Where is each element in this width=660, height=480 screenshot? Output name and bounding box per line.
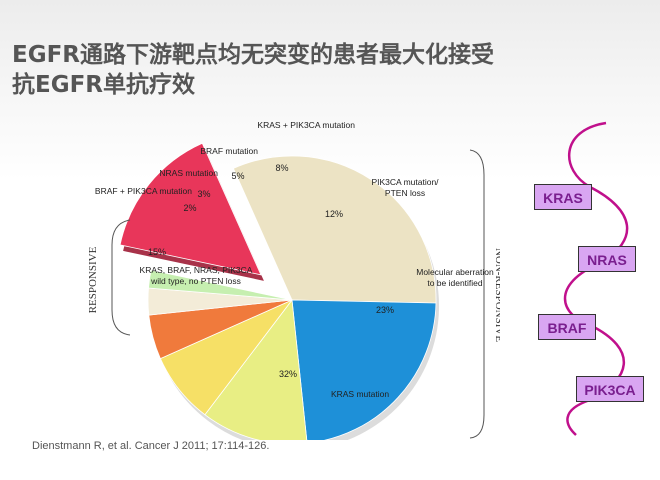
pie-percent-label: 15% bbox=[148, 247, 166, 257]
pie-category-label: NRAS mutation bbox=[159, 168, 218, 178]
responsive-group-label: RESPONSIVE bbox=[87, 246, 99, 313]
pie-percent-label: 23% bbox=[376, 305, 394, 315]
pie-slices bbox=[119, 142, 437, 440]
pie-slice-kras-braf-nras-pik3ca-wild-type-no-pten-loss bbox=[119, 142, 262, 276]
title-line-1: EGFR通路下游靶点均无突变的患者最大化接受 bbox=[12, 42, 495, 68]
pie-category-label: PIK3CA mutation/ bbox=[371, 177, 439, 187]
gene-box-pik3ca: PIK3CA bbox=[576, 376, 644, 402]
slide-title: EGFR通路下游靶点均无突变的患者最大化接受 抗EGFR单抗疗效 bbox=[12, 40, 652, 100]
pie-percent-label: 32% bbox=[279, 369, 297, 379]
pie-category-label: KRAS mutation bbox=[331, 389, 389, 399]
gene-box-nras: NRAS bbox=[578, 246, 636, 272]
pie-slice-molecular-aberration-to-be-identified bbox=[291, 299, 437, 440]
pie-group-brackets: RESPONSIVE NON-RESPONSIVE bbox=[87, 149, 500, 439]
pie-category-label: BRAF mutation bbox=[200, 146, 258, 156]
pie-slice-kras-mutation bbox=[232, 155, 437, 304]
pie-percent-label: 8% bbox=[275, 163, 288, 173]
pie-category-label: KRAS, BRAF, NRAS, PIK3CA bbox=[140, 265, 253, 275]
pie-category-label: wild type, no PTEN loss bbox=[150, 276, 241, 286]
gene-box-braf: BRAF bbox=[538, 314, 596, 340]
pie-percent-label: 3% bbox=[197, 189, 210, 199]
pie-slice-braf-pik3ca-mutation bbox=[148, 269, 293, 301]
pie-category-label: BRAF + PIK3CA mutation bbox=[95, 186, 192, 196]
pie-percent-label: 12% bbox=[325, 209, 343, 219]
non-responsive-group-label: NON-RESPONSIVE bbox=[493, 248, 500, 342]
pie-percent-label: 5% bbox=[231, 171, 244, 181]
pie-category-label: Molecular aberration bbox=[416, 267, 494, 277]
pie-slice-pik3ca-mutation-pten-loss bbox=[204, 298, 308, 440]
pie-category-label: PTEN loss bbox=[385, 188, 425, 198]
citation: Dienstmann R, et al. Cancer J 2011; 17:1… bbox=[32, 440, 270, 452]
gene-box-kras: KRAS bbox=[534, 184, 592, 210]
title-line-2: 抗EGFR单抗疗效 bbox=[12, 72, 196, 98]
pie-category-label: KRAS + PIK3CA mutation bbox=[257, 120, 355, 130]
pie-category-label: to be identified bbox=[427, 278, 483, 288]
responsive-bracket bbox=[111, 219, 131, 336]
pie-percent-label: 2% bbox=[183, 203, 196, 213]
non-responsive-bracket bbox=[469, 149, 485, 439]
